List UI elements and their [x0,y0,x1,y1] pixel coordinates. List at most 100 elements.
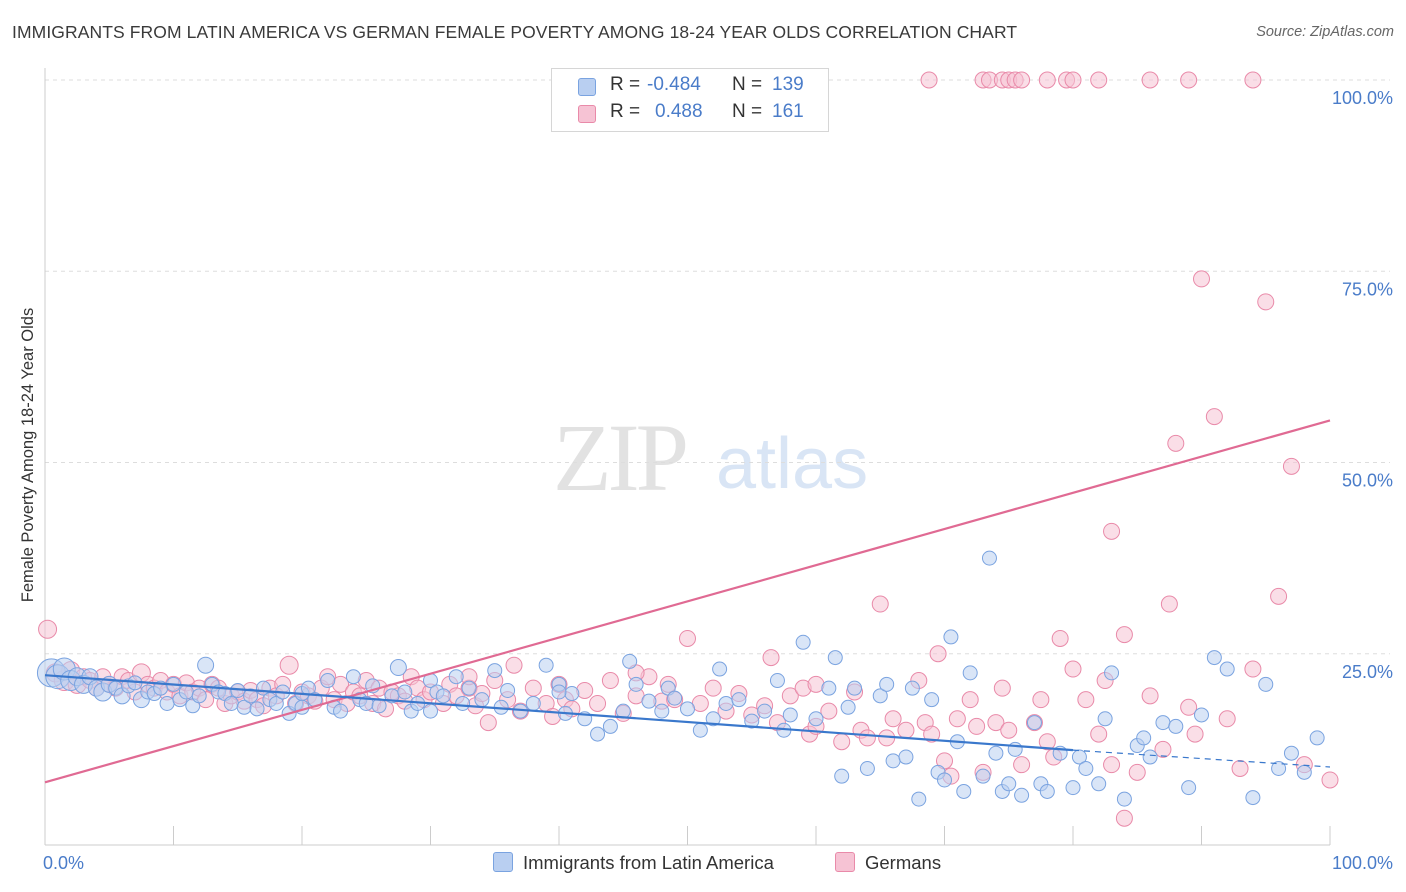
latin-america-trend-extension [1072,749,1331,768]
latin-america-point [500,682,516,698]
bottom-legend-swatch-pink [835,852,855,872]
latin-america-point [1116,791,1132,807]
germans-point [929,645,947,663]
bottom-legend-swatch-blue [493,852,513,872]
legend-r-label: R = [610,101,641,122]
latin-america-trend-line [44,674,1074,752]
legend-n-value: 161 [772,101,804,122]
latin-america-point [622,653,638,669]
germans-point [1270,587,1288,605]
latin-america-point [911,791,927,807]
latin-america-point [667,690,683,706]
latin-america-point [1155,715,1171,731]
y-axis-label: Female Poverty Among 18-24 Year Olds [19,308,37,602]
latin-america-point [898,749,914,765]
germans-point [1064,71,1082,89]
germans-point [1180,698,1198,716]
legend-swatch-blue [578,78,596,96]
germans-point [1141,687,1159,705]
latin-america-point [1091,776,1107,792]
latin-america-point [1309,730,1325,746]
tick-labels: 25.0% 50.0% 75.0% 100.0% 0.0% 100.0% [43,88,1393,873]
germans-point [1154,740,1172,758]
latin-america-point [1136,730,1152,746]
legend-row-latin-america: R = -0.484 N = 139 [552,74,828,100]
watermark-zip: ZIP [553,404,686,511]
germans-point [1128,763,1146,781]
latin-america-point [769,673,785,689]
latin-america-point [859,761,875,776]
watermark-atlas: atlas [716,424,868,504]
germans-point [1077,691,1095,709]
germans-point [897,721,915,739]
germans-point [1160,595,1178,613]
latin-america-point [538,657,554,673]
latin-america-point [1206,650,1222,666]
germans-point [576,681,594,699]
watermark: ZIP atlas [553,404,868,511]
latin-america-point [782,707,798,723]
legend-r-value: 0.488 [655,101,703,122]
germans-point [833,733,851,751]
latin-america-point [487,663,503,679]
germans-point [1013,756,1031,774]
germans-point [1257,293,1275,311]
latin-america-point [602,718,618,734]
legend-r-value: -0.484 [647,74,701,95]
latin-america-point [834,768,850,784]
germans-point [993,679,1011,697]
latin-america-point [962,665,978,681]
germans-point [1038,733,1056,751]
germans-point [505,656,523,674]
germans-point [1218,710,1236,728]
latin-america-point [564,686,580,702]
germans-point [1321,771,1339,789]
latin-america-point [197,656,215,674]
germans-point [1032,691,1050,709]
latin-america-point [525,695,541,711]
latin-america-point [551,684,567,700]
germans-point [1180,71,1198,89]
germans-point [679,629,696,647]
germans-point [1051,629,1069,647]
y-tick-label: 75.0% [1342,279,1393,299]
legend-n-label: N = [732,74,763,95]
germans-point [479,714,497,732]
latin-america-point [1271,761,1287,776]
latin-america-point [1181,780,1197,796]
latin-america-point [975,768,991,784]
legend-r-label: R = [610,74,641,95]
latin-america-point [981,550,997,566]
germans-point [923,725,941,743]
latin-america-point [692,722,708,738]
germans-point [1000,721,1018,739]
latin-america-point [808,711,824,727]
bottom-legend-label-germans: Germans [865,852,942,873]
germans-point [1186,725,1204,743]
latin-america-point [904,680,920,696]
latin-america-point [879,676,895,692]
bottom-legend-label-latin-america: Immigrants from Latin America [523,852,774,873]
germans-point [1282,457,1300,475]
latin-america-point [389,659,407,677]
bottom-legend-germans: Germans [835,852,941,874]
latin-america-point [744,713,760,729]
germans-point [1141,71,1159,89]
germans-point [781,687,799,705]
germans-point [1115,809,1133,827]
germans-point [1103,756,1121,774]
latin-america-point [1283,745,1299,761]
latin-america-point [333,703,349,719]
germans-point [1013,71,1031,89]
latin-america-point [1014,787,1030,803]
source-credit: Source: ZipAtlas.com [1256,24,1394,40]
germans-point [948,710,966,728]
chart-title: IMMIGRANTS FROM LATIN AMERICA VS GERMAN … [12,22,1018,42]
latin-america-point [1026,715,1042,731]
germans-point [279,655,299,675]
germans-point [858,729,876,747]
germans-point [987,714,1005,732]
latin-america-point [159,695,175,711]
latin-america-point [423,703,438,719]
